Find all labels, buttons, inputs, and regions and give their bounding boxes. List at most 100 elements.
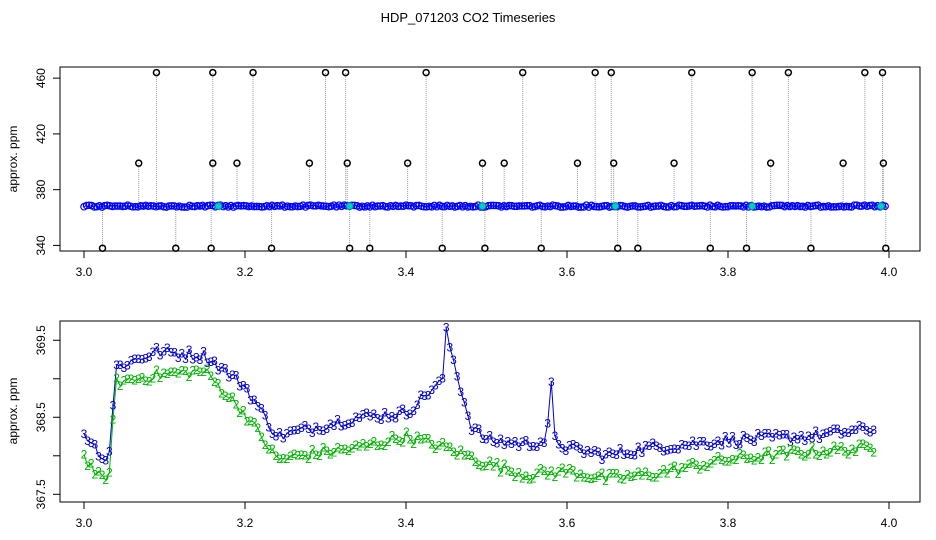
bottom-series-2-mark: 2: [197, 365, 204, 379]
bottom-series-2-mark: 2: [577, 467, 584, 481]
bottom-series-3-mark: 3: [863, 424, 870, 438]
top-data-point: [569, 202, 578, 210]
bottom-series-3-mark: 3: [160, 344, 167, 358]
bottom-series-3-mark: 3: [617, 442, 624, 456]
top-data-point: [662, 203, 670, 211]
bottom-series-3-mark: 3: [338, 420, 345, 434]
bottom-series-3-mark: 3: [827, 425, 834, 439]
bottom-series-2-mark: 2: [635, 465, 642, 479]
bottom-y-tick-label: 368.5: [34, 402, 48, 432]
bottom-series-3-mark: 3: [631, 449, 638, 463]
bottom-series-2-mark: 2: [378, 438, 385, 452]
bottom-series-3-mark: 3: [323, 422, 330, 436]
top-outlier-point: [233, 159, 241, 167]
bottom-series-2-mark: 2: [349, 442, 356, 456]
top-data-point: [670, 202, 678, 211]
bottom-series-3-mark: 3: [247, 393, 254, 407]
top-data-point: [649, 202, 658, 211]
bottom-series-2-mark: 2: [142, 374, 149, 388]
bottom-series-3-mark: 3: [211, 354, 218, 368]
bottom-series-3-mark: 3: [363, 406, 370, 420]
bottom-series-2-mark: 2: [316, 449, 323, 463]
bottom-series-2-mark: 2: [418, 432, 425, 446]
top-data-point: [770, 201, 779, 210]
bottom-series-3-mark: 3: [689, 434, 696, 448]
top-outlier-point: [784, 68, 793, 77]
bottom-series-2-mark: 2: [812, 447, 819, 461]
bottom-x-tick: 3.4: [398, 502, 415, 530]
bottom-series-3-mark: 3: [457, 385, 464, 399]
bottom-series-3-mark: 3: [81, 427, 88, 441]
bottom-y-axis-label: approx. ppm: [6, 378, 20, 445]
bottom-series-3-mark: 3: [436, 374, 443, 388]
bottom-series-2-mark: 2: [385, 435, 392, 449]
bottom-series-2-mark: 2: [729, 452, 736, 466]
bottom-series-3-mark: 3: [657, 441, 664, 455]
bottom-series-3-mark: 3: [461, 396, 468, 410]
bottom-series-3-mark: 3: [581, 447, 588, 461]
bottom-series-2-mark: 2: [294, 448, 301, 462]
top-data-point: [154, 202, 163, 210]
bottom-series-2-mark: 2: [501, 457, 508, 471]
bottom-series-2-mark: 2: [106, 465, 113, 479]
bottom-series-2-mark: 2: [675, 467, 682, 481]
bottom-series-2-mark: 2: [660, 463, 667, 477]
bottom-series-2-mark: 2: [124, 372, 131, 386]
bottom-series-3-mark: 3: [552, 429, 559, 443]
bottom-series-2-mark: 2: [117, 379, 124, 393]
bottom-series-3-mark: 3: [577, 442, 584, 456]
bottom-series-3-mark: 3: [189, 352, 196, 366]
top-outlier-point: [500, 159, 508, 167]
bottom-series-2-mark: 2: [584, 471, 591, 485]
bottom-series-2-mark: 2: [512, 470, 519, 484]
bottom-series-2-mark: 2: [555, 465, 562, 479]
bottom-series-2-mark: 2: [639, 468, 646, 482]
bottom-y-tick-label: 367.5: [34, 479, 48, 509]
bottom-series-2-mark: 2: [291, 447, 298, 461]
bottom-series-3-mark: 3: [791, 430, 798, 444]
bottom-series-2-mark: 2: [410, 437, 417, 451]
bottom-series-2-mark: 2: [403, 425, 410, 439]
bottom-series-3-mark: 3: [454, 370, 461, 384]
bottom-series-3-mark: 3: [758, 429, 765, 443]
top-data-point: [319, 202, 328, 210]
bottom-series-3-mark: 3: [533, 440, 540, 454]
bottom-series-2-mark: 2: [642, 465, 649, 479]
bottom-series-3-mark: 3: [200, 344, 207, 358]
bottom-series-2-mark: 2: [171, 365, 178, 379]
bottom-series-2-mark: 2: [704, 460, 711, 474]
bottom-series-2-mark: 2: [765, 444, 772, 458]
bottom-series-3-mark: 3: [472, 421, 479, 435]
bottom-series-2-mark: 2: [399, 436, 406, 450]
bottom-series-3-mark: 3: [660, 445, 667, 459]
bottom-series-3-mark: 3: [450, 353, 457, 367]
bottom-series-2-mark: 2: [762, 445, 769, 459]
bottom-series-2-mark: 2: [352, 438, 359, 452]
top-data-point: [381, 202, 390, 211]
bottom-series-2-mark: 2: [591, 471, 598, 485]
top-outlier-point: [134, 159, 143, 167]
bottom-series-3-mark: 3: [84, 434, 91, 448]
top-y-tick-label: 460: [34, 68, 48, 88]
bottom-series-3-mark: 3: [327, 417, 334, 431]
bottom-series-3-mark: 3: [168, 346, 175, 360]
bottom-series-3-mark: 3: [356, 411, 363, 425]
bottom-series-2-mark: 2: [816, 449, 823, 463]
bottom-series-2-mark: 2: [88, 456, 95, 470]
bottom-series-2-mark: 2: [186, 370, 193, 384]
top-data-point: [515, 202, 524, 210]
bottom-series-3-mark: 3: [769, 430, 776, 444]
bottom-series-2-mark: 2: [769, 453, 776, 467]
bottom-series-2-mark: 2: [454, 449, 461, 463]
bottom-series-3-mark: 3: [447, 341, 454, 355]
bottom-series-2-mark: 2: [92, 468, 99, 482]
bottom-series-2-mark: 2: [211, 375, 218, 389]
bottom-series-3-mark: 3: [182, 352, 189, 366]
bottom-series-2-mark: 2: [414, 429, 421, 443]
top-data-point: [257, 203, 266, 211]
top-y-tick: 460: [34, 68, 60, 88]
bottom-series-2-mark: 2: [794, 444, 801, 458]
bottom-series-3-mark: 3: [591, 444, 598, 458]
bottom-series-2-mark: 2: [751, 454, 758, 468]
bottom-series-3-mark: 3: [255, 399, 262, 413]
